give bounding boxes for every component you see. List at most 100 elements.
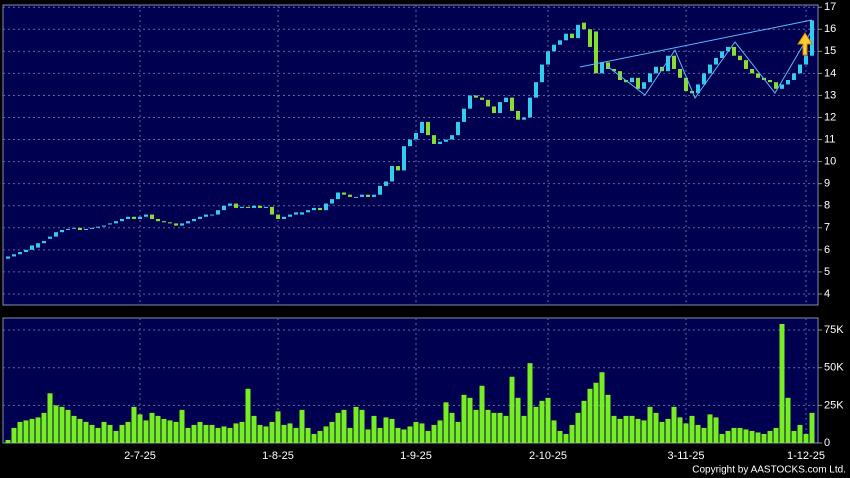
candle xyxy=(444,139,448,142)
volume-bar xyxy=(191,424,197,443)
candle xyxy=(78,227,82,230)
volume-bar xyxy=(515,397,521,443)
candle xyxy=(84,228,88,230)
candle xyxy=(24,249,28,253)
volume-bar xyxy=(647,406,653,443)
candle xyxy=(642,82,646,89)
candle xyxy=(168,222,172,224)
volume-bar xyxy=(737,427,743,443)
volume-bar xyxy=(713,417,719,443)
candle xyxy=(324,203,328,211)
candle xyxy=(138,216,142,219)
candle xyxy=(654,66,658,74)
candle xyxy=(438,141,442,144)
candle xyxy=(48,236,52,239)
volume-bar xyxy=(533,406,539,443)
candle xyxy=(282,216,286,219)
candle xyxy=(528,97,532,118)
candle xyxy=(630,77,634,83)
candle xyxy=(12,254,16,257)
volume-bar xyxy=(257,424,263,443)
candle xyxy=(702,73,706,85)
volume-bar xyxy=(275,411,281,443)
volume-bar xyxy=(617,418,623,443)
candle xyxy=(36,243,40,248)
volume-bar xyxy=(263,426,269,443)
volume-bar xyxy=(437,420,443,443)
volume-bar xyxy=(401,429,407,443)
volume-bar xyxy=(77,418,83,443)
candle xyxy=(648,73,652,83)
candle xyxy=(360,194,364,197)
volume-bar xyxy=(209,424,215,443)
y-tick-label: 17 xyxy=(824,1,836,13)
volume-bar xyxy=(455,421,461,443)
candle xyxy=(252,205,256,208)
volume-bar xyxy=(59,406,65,443)
candle xyxy=(372,194,376,197)
x-tick-label: 2-10-25 xyxy=(529,450,567,462)
volume-bar xyxy=(149,412,155,443)
candle xyxy=(306,210,310,213)
volume-bar xyxy=(119,424,125,443)
candle xyxy=(426,121,430,136)
candle xyxy=(300,212,304,215)
volume-bar xyxy=(497,412,503,443)
volume-bar xyxy=(329,421,335,443)
candle xyxy=(636,77,640,89)
candle xyxy=(462,108,466,122)
candle xyxy=(258,205,262,208)
volume-bar xyxy=(623,415,629,443)
volume-bar xyxy=(377,427,383,443)
y-tick-label: 10 xyxy=(824,156,836,168)
candle xyxy=(540,64,544,83)
candle xyxy=(552,44,556,52)
candle xyxy=(756,73,760,78)
candle xyxy=(144,214,148,217)
candle xyxy=(474,95,478,98)
candle xyxy=(198,216,202,219)
candle xyxy=(588,29,592,47)
volume-bar xyxy=(389,418,395,443)
candle xyxy=(234,203,238,208)
candle xyxy=(222,205,226,211)
candle xyxy=(450,135,454,140)
candle xyxy=(750,68,754,74)
y-tick-label: 4 xyxy=(824,288,830,300)
volume-bar xyxy=(5,439,11,443)
candle xyxy=(330,199,334,204)
grid xyxy=(3,5,822,444)
candle xyxy=(486,99,490,107)
volume-bar xyxy=(719,433,725,443)
volume-bar xyxy=(221,426,227,443)
volume-bar xyxy=(557,430,563,443)
candle xyxy=(132,216,136,219)
volume-bar xyxy=(443,402,449,443)
volume-bar xyxy=(425,430,431,443)
candle xyxy=(210,214,214,216)
candle xyxy=(600,62,604,74)
volume-bar xyxy=(641,420,647,443)
candle xyxy=(348,194,352,197)
volume-bar xyxy=(173,421,179,443)
candle xyxy=(294,212,298,215)
volume-bar xyxy=(689,415,695,443)
volume-bar xyxy=(575,412,581,443)
volume-bar xyxy=(65,409,71,443)
candle xyxy=(792,73,796,80)
candle xyxy=(510,97,514,111)
volume-bar xyxy=(239,421,245,443)
volume-bar xyxy=(185,427,191,443)
candle xyxy=(18,252,22,255)
y-tick-label: 7 xyxy=(824,222,830,234)
volume-bar xyxy=(785,397,791,443)
volume-bar xyxy=(671,406,677,443)
candle xyxy=(780,84,784,89)
volume-bar xyxy=(593,382,599,443)
candle xyxy=(714,57,718,65)
trend-line xyxy=(579,19,813,68)
x-tick-label: 3-11-25 xyxy=(667,450,704,462)
volume-bar xyxy=(779,324,785,443)
volume-bar xyxy=(629,415,635,443)
